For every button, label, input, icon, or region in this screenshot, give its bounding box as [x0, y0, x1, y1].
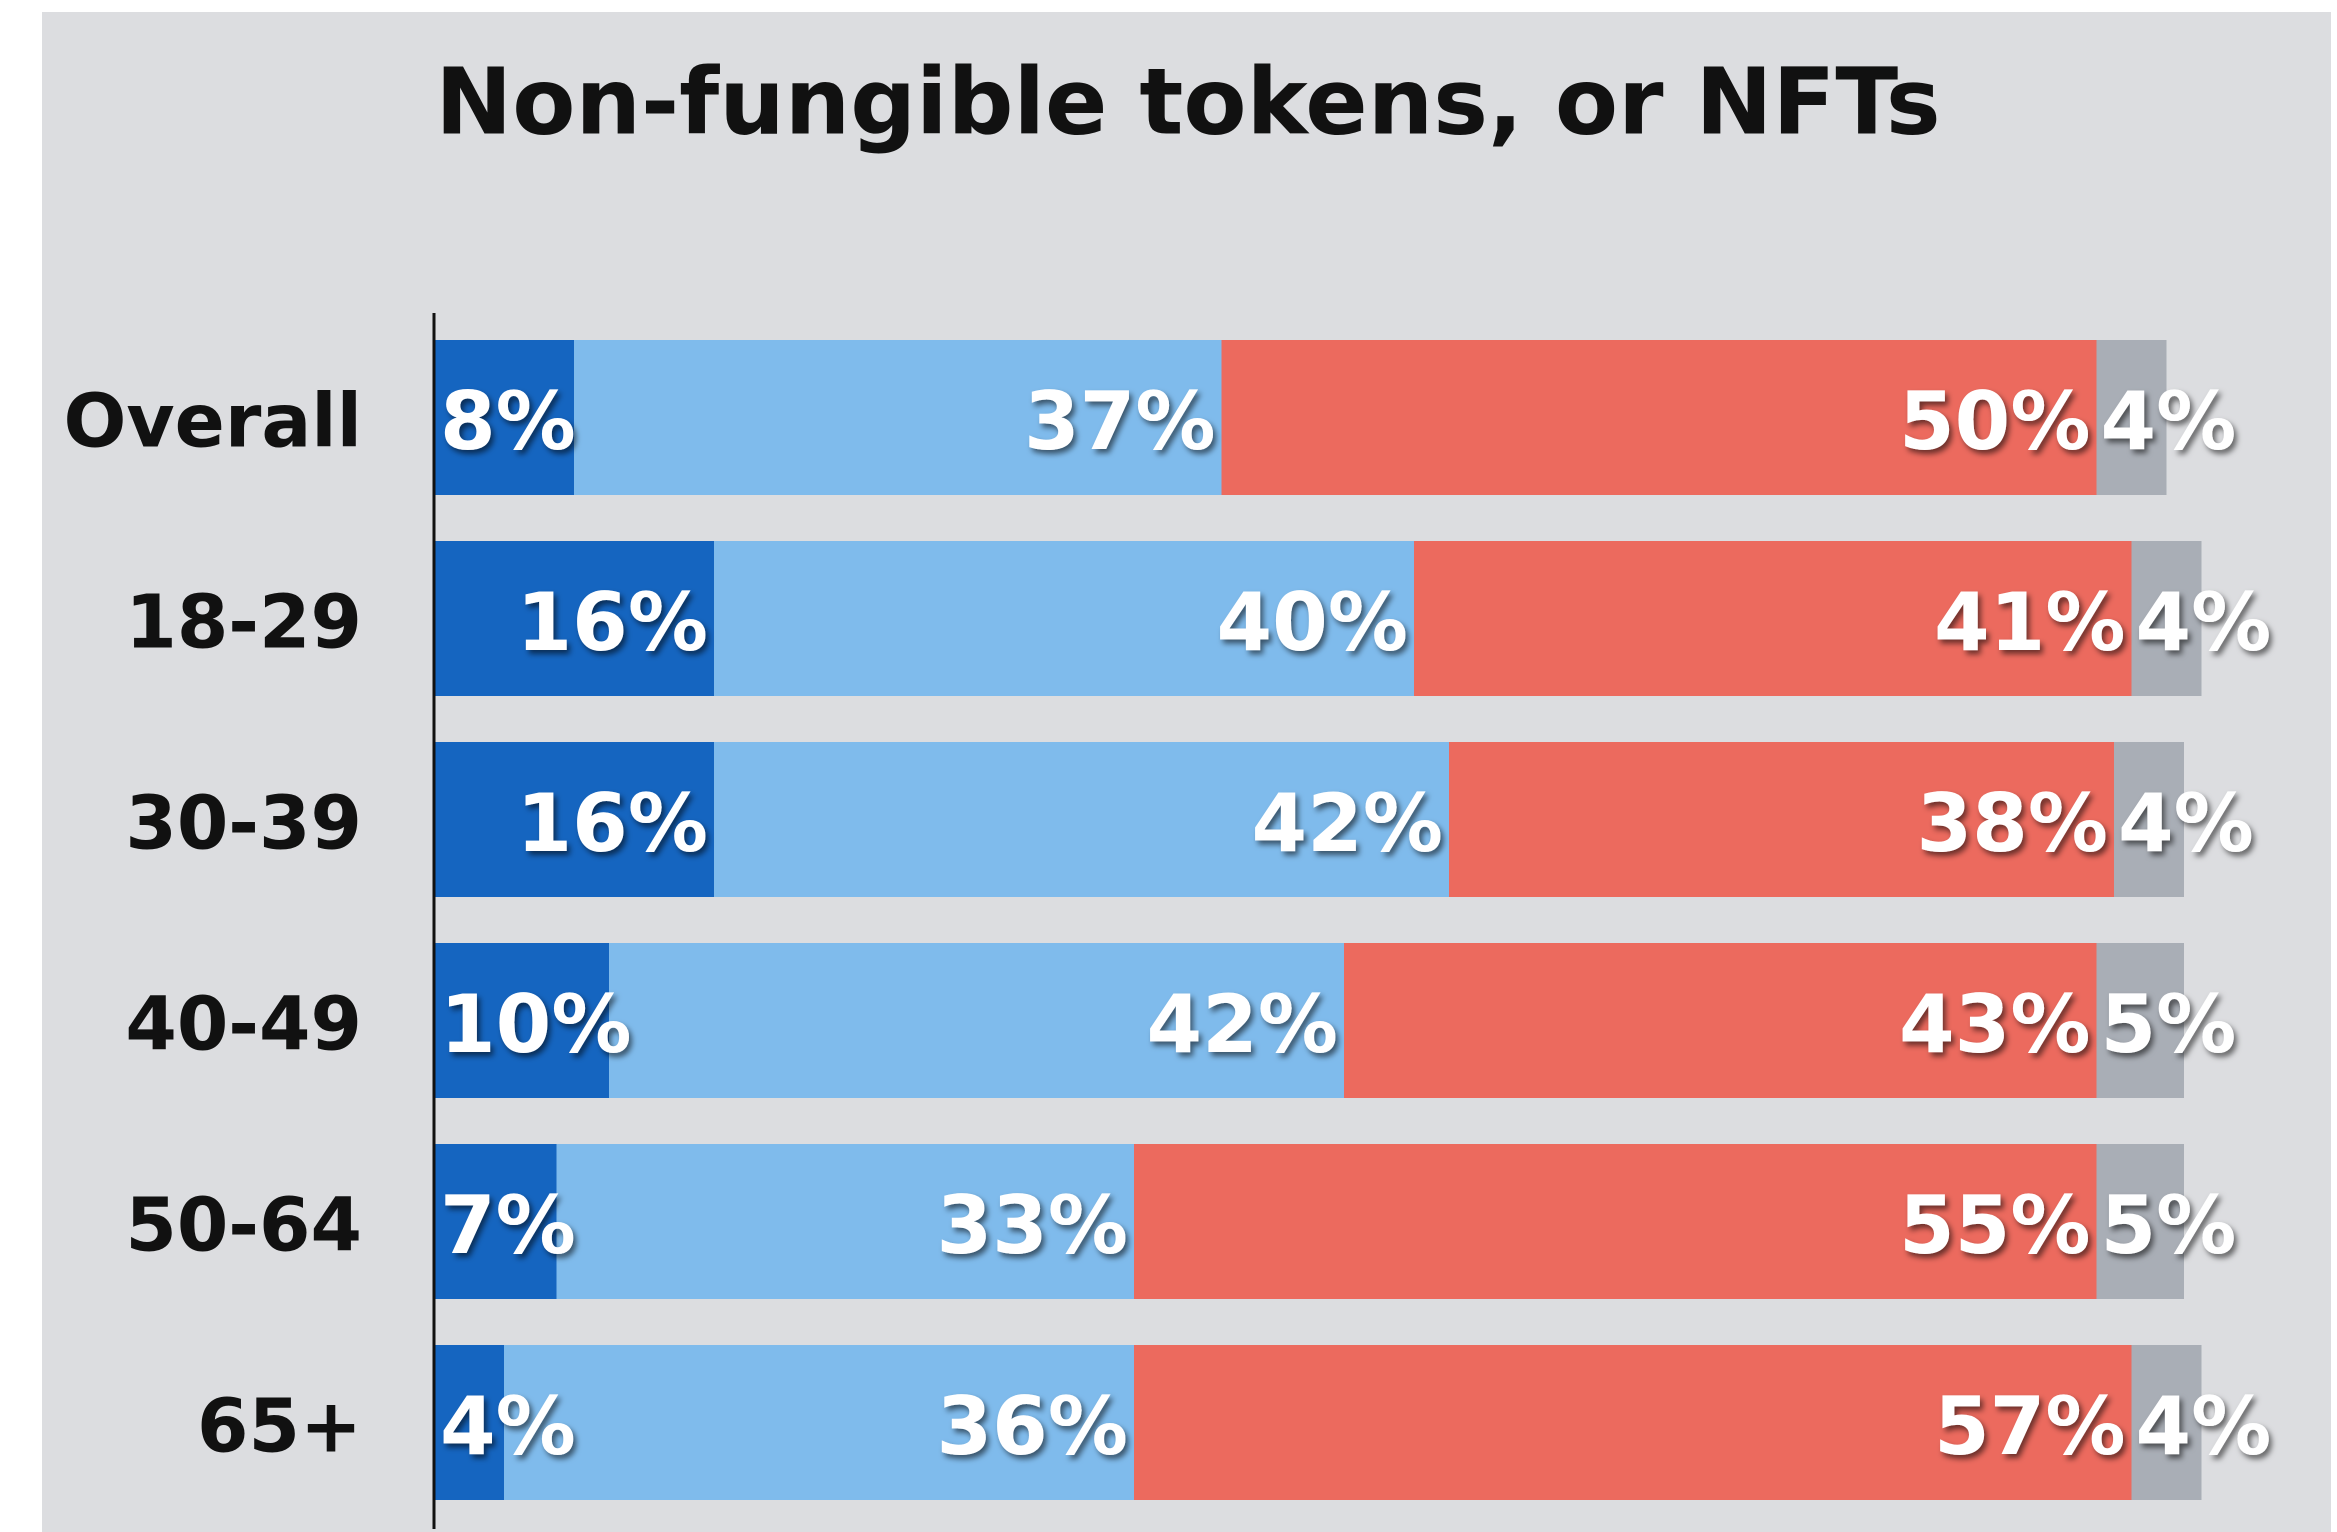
bar-segment: [1449, 742, 2114, 897]
bar-segment: [2131, 1345, 2202, 1500]
y-tick-label: 65+: [197, 1384, 362, 1470]
data-label: 55%: [1899, 1179, 2090, 1272]
bar-segment: [434, 943, 609, 1098]
data-label: 5%: [2101, 1179, 2237, 1272]
data-label: 5%: [2101, 978, 2237, 1071]
data-label: 57%: [1934, 1380, 2125, 1473]
data-label: 50%: [1899, 375, 2090, 468]
bar-segment: [2114, 742, 2184, 897]
data-label: 16%: [517, 777, 708, 870]
data-label: 42%: [1147, 978, 1338, 1071]
bar-segment: [434, 742, 714, 897]
data-label: 4%: [2101, 375, 2237, 468]
bar-segment: [1134, 1144, 2097, 1299]
data-label: 4%: [2136, 1380, 2272, 1473]
y-tick-label: 18-29: [125, 580, 362, 666]
bar-segment: [434, 1345, 504, 1500]
bar-segment: [2096, 340, 2167, 495]
bars: [434, 340, 2202, 1500]
y-tick-label: 30-39: [125, 781, 362, 867]
data-label: 33%: [937, 1179, 1128, 1272]
bar-segment: [556, 1144, 1134, 1299]
data-label: 7%: [440, 1179, 576, 1272]
data-label: 36%: [937, 1380, 1128, 1473]
bar-segment: [1344, 943, 2097, 1098]
data-label: 43%: [1899, 978, 2090, 1071]
bar-segment: [2131, 541, 2202, 696]
data-label: 4%: [440, 1380, 576, 1473]
bar-segment: [609, 943, 1344, 1098]
data-label: 41%: [1934, 576, 2125, 669]
data-label: 16%: [517, 576, 708, 669]
bar-segment: [2096, 943, 2184, 1098]
data-label: 4%: [2118, 777, 2254, 870]
data-label: 42%: [1252, 777, 1443, 870]
data-label: 40%: [1217, 576, 1408, 669]
data-label: 8%: [440, 375, 576, 468]
bar-segment: [434, 541, 714, 696]
y-tick-label: 40-49: [125, 982, 362, 1068]
bar-segment: [1221, 340, 2097, 495]
bar-segment: [1414, 541, 2132, 696]
chart-title: Non-fungible tokens, or NFTs: [435, 49, 1940, 156]
y-tick-label: Overall: [64, 379, 363, 465]
data-label: 10%: [440, 978, 631, 1071]
bar-segment: [574, 340, 1222, 495]
data-label: 38%: [1917, 777, 2108, 870]
bar-segment: [434, 1144, 557, 1299]
bar-segment: [504, 1345, 1134, 1500]
data-label: 37%: [1024, 375, 1215, 468]
bar-segment: [714, 541, 1414, 696]
y-tick-label: 50-64: [125, 1183, 362, 1269]
bar-segment: [714, 742, 1449, 897]
bar-segment: [2096, 1144, 2184, 1299]
data-label: 4%: [2136, 576, 2272, 669]
bar-segment: [1134, 1345, 2132, 1500]
bar-segment: [434, 340, 574, 495]
